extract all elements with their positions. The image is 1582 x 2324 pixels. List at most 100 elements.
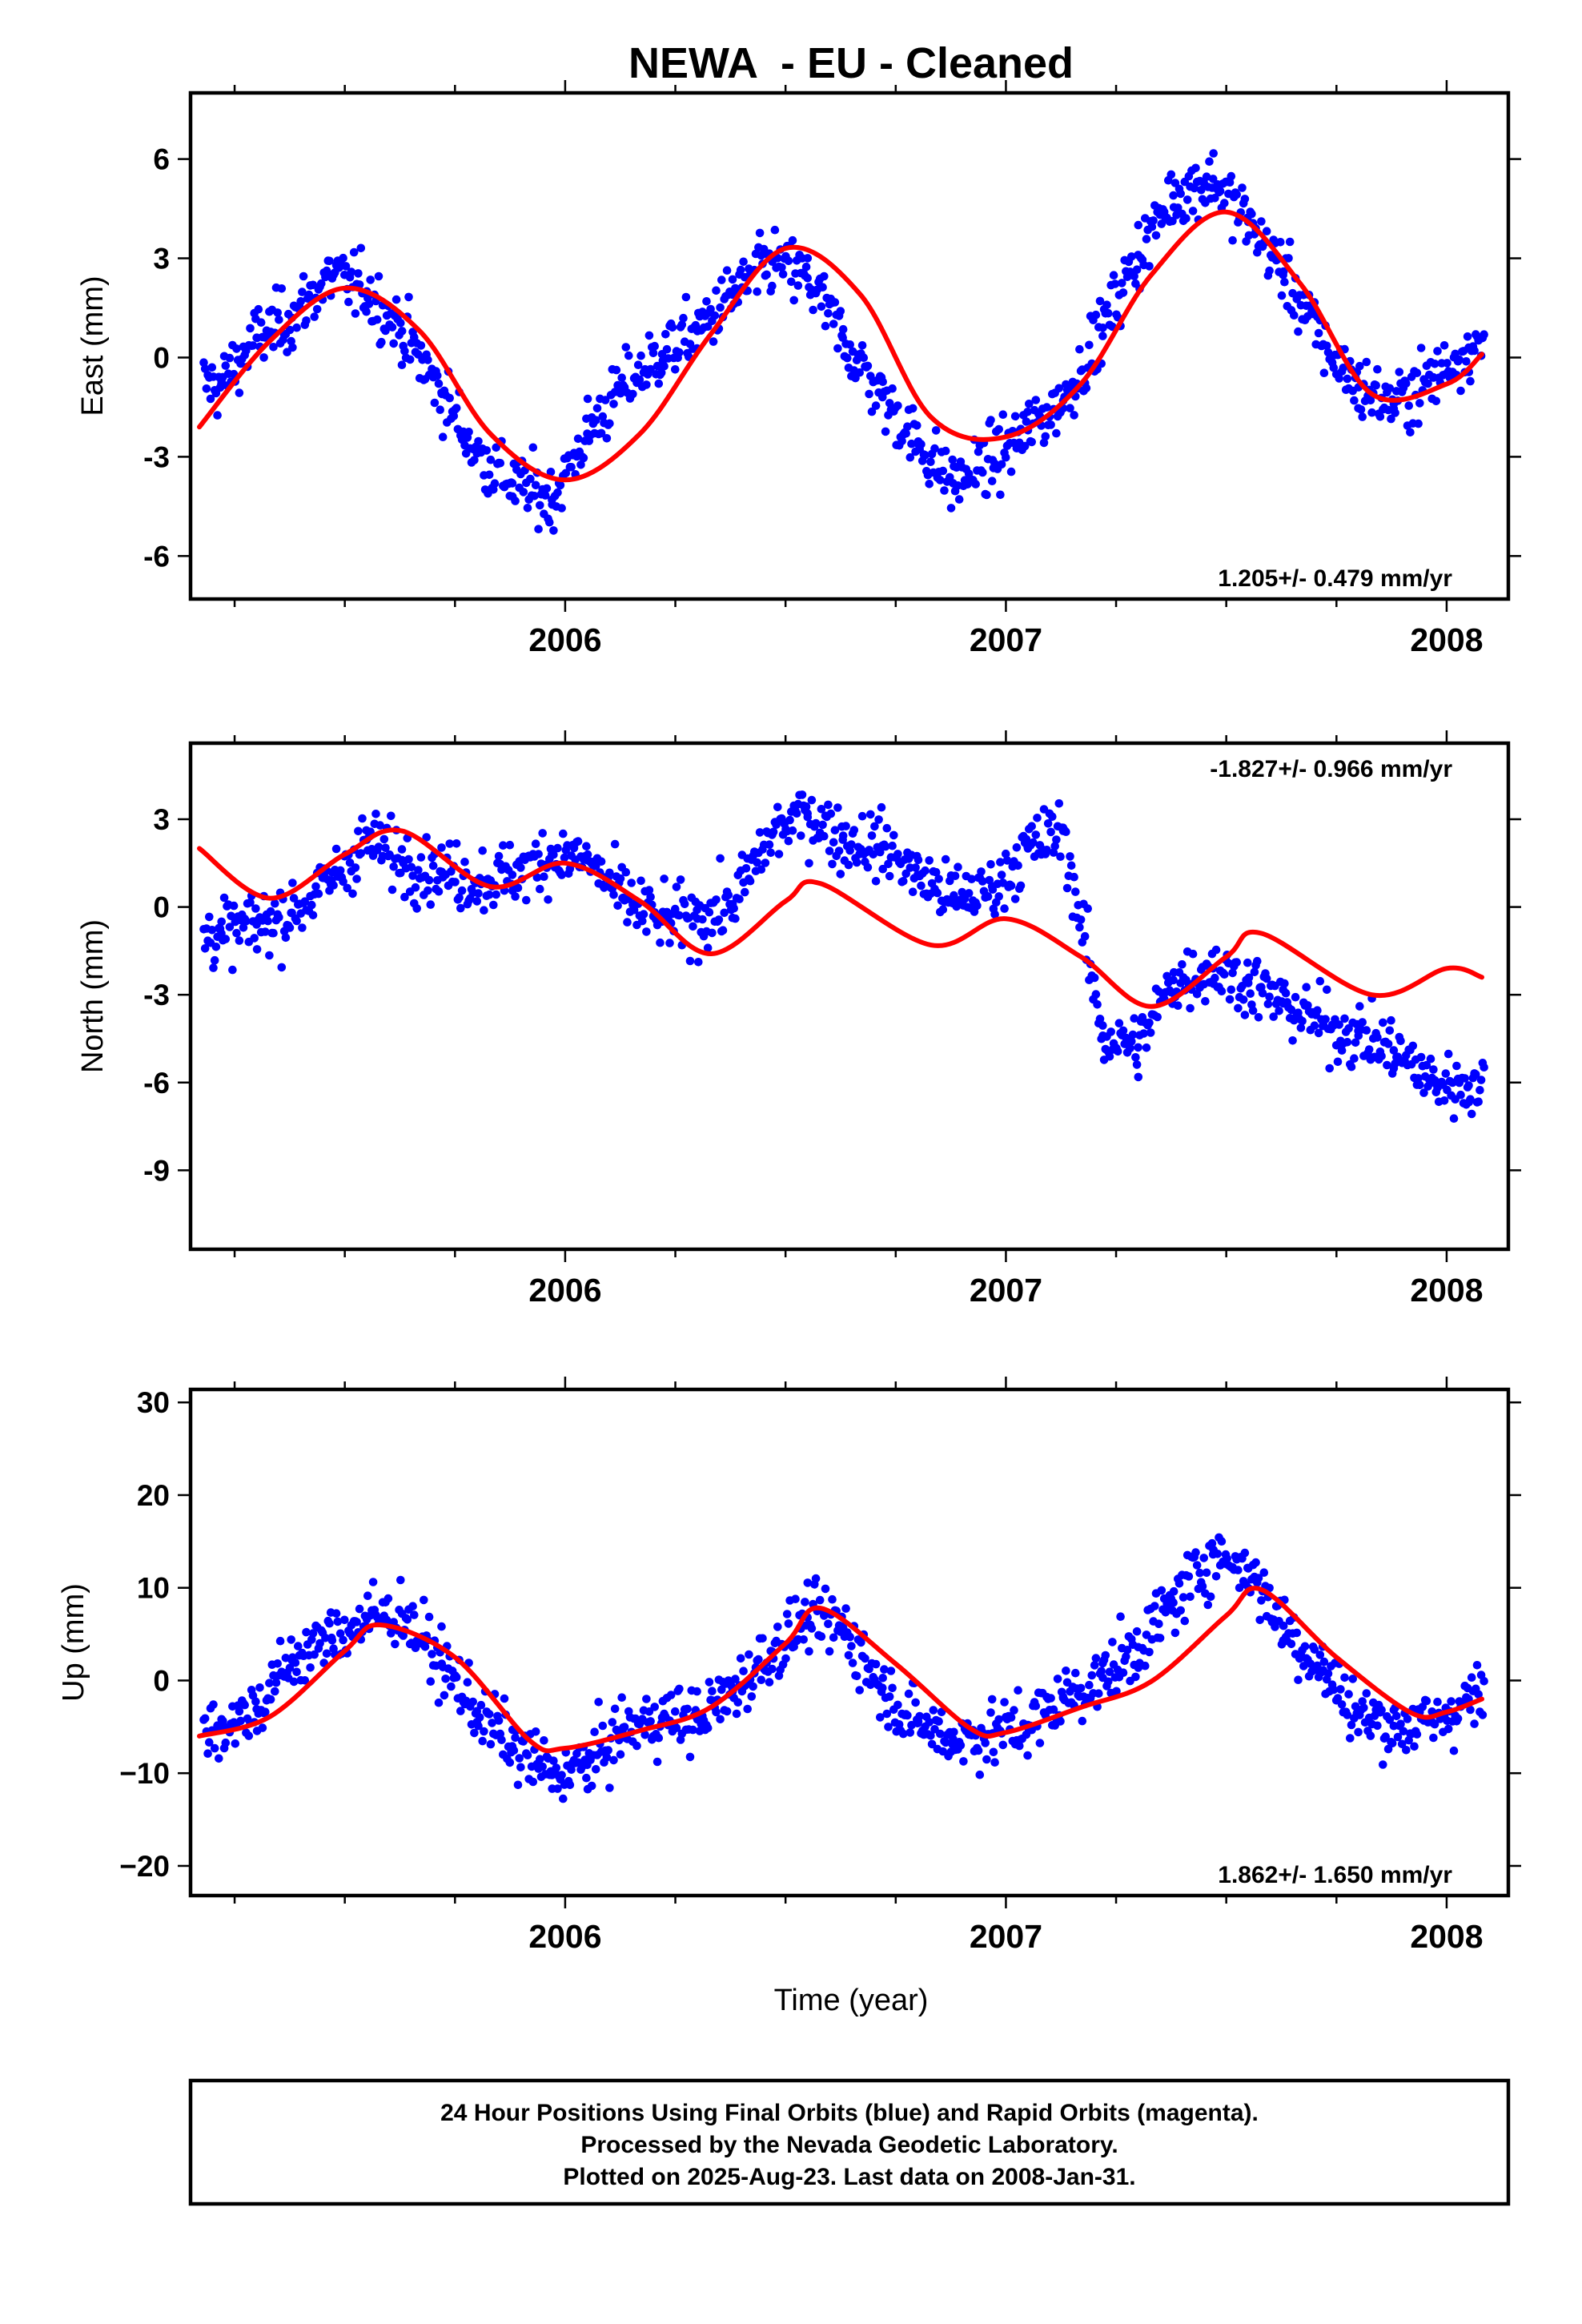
data-point [1091, 1654, 1101, 1663]
data-point [561, 468, 571, 478]
data-point [1347, 1062, 1356, 1072]
data-point [1399, 1727, 1408, 1736]
caption-line-3: Plotted on 2025-Aug-23. Last data on 200… [563, 2164, 1135, 2190]
data-point [1415, 399, 1424, 408]
data-point [486, 1739, 496, 1749]
data-point [765, 840, 774, 849]
data-point [971, 480, 980, 489]
data-point [1414, 419, 1423, 428]
data-point [905, 1728, 915, 1737]
data-point [903, 1711, 912, 1720]
data-point [799, 1635, 808, 1644]
data-point [204, 1738, 214, 1747]
data-point [728, 899, 737, 909]
data-point [420, 1595, 428, 1605]
data-point [913, 439, 922, 448]
data-point [1364, 1045, 1374, 1054]
data-point [1174, 1001, 1182, 1010]
data-point [677, 320, 687, 329]
data-point [1141, 1661, 1150, 1671]
data-point [911, 1698, 920, 1707]
data-point [1340, 1673, 1349, 1683]
data-point [354, 269, 363, 278]
data-point [200, 1714, 210, 1723]
data-point [915, 1711, 924, 1721]
data-point [1112, 1687, 1121, 1696]
data-point [600, 396, 610, 404]
data-point [897, 436, 906, 445]
data-point [1211, 973, 1219, 983]
data-point [847, 840, 856, 849]
data-point [596, 428, 606, 438]
data-point [1122, 1652, 1130, 1661]
data-point [1080, 931, 1090, 941]
data-point [861, 1654, 869, 1663]
data-point [434, 887, 444, 896]
data-point [964, 889, 974, 898]
data-point [215, 1754, 223, 1763]
data-point [694, 958, 703, 967]
data-point [1169, 975, 1178, 985]
data-point [1010, 895, 1020, 903]
data-point [424, 1612, 434, 1622]
data-point [878, 841, 887, 850]
data-point [652, 1757, 662, 1767]
data-point [784, 836, 793, 846]
data-point [583, 855, 592, 865]
data-point [271, 1687, 279, 1696]
data-point [604, 1746, 612, 1755]
data-point [1279, 1621, 1288, 1630]
data-point [325, 1618, 334, 1628]
data-point [884, 859, 893, 869]
data-point [344, 297, 353, 307]
data-point [801, 1598, 809, 1606]
data-point [505, 840, 515, 850]
data-point [1240, 1011, 1250, 1019]
data-point [523, 504, 532, 513]
data-point [1049, 1705, 1058, 1715]
data-point [1290, 311, 1299, 320]
data-point [1366, 396, 1375, 405]
data-point [817, 302, 826, 312]
data-point [246, 324, 255, 333]
data-point [1463, 332, 1472, 341]
data-point [1467, 1673, 1476, 1682]
data-point [292, 916, 301, 926]
data-point [299, 271, 308, 281]
data-point [1014, 861, 1022, 870]
data-point [534, 525, 543, 533]
data-point [219, 893, 229, 903]
data-point [559, 829, 568, 838]
data-point [836, 870, 845, 879]
data-point [331, 844, 341, 854]
y-axis-label-north: North (mm) [76, 919, 110, 1073]
data-point [994, 892, 1003, 901]
data-point [325, 256, 334, 266]
data-point [242, 916, 251, 926]
data-point [818, 283, 827, 292]
data-point [1472, 1661, 1482, 1670]
data-point [391, 1639, 400, 1649]
data-point [807, 795, 817, 805]
data-point [1315, 1651, 1325, 1659]
data-point [1319, 1019, 1328, 1028]
data-point [460, 858, 469, 866]
data-point [989, 1747, 998, 1757]
data-point [629, 906, 639, 915]
data-point [936, 1729, 945, 1739]
data-point [710, 311, 720, 320]
data-point [422, 833, 431, 842]
data-point [592, 404, 602, 413]
data-point [553, 843, 562, 853]
data-point [391, 295, 401, 304]
data-point [331, 1609, 341, 1618]
data-point [1337, 1046, 1347, 1055]
data-point [281, 933, 291, 943]
data-point [712, 895, 721, 904]
data-point [1238, 183, 1247, 192]
data-point [929, 1706, 938, 1715]
data-point [1319, 1657, 1329, 1667]
x-tick-label: 2008 [1410, 621, 1483, 658]
data-point [1234, 1003, 1243, 1013]
data-point [211, 943, 221, 951]
